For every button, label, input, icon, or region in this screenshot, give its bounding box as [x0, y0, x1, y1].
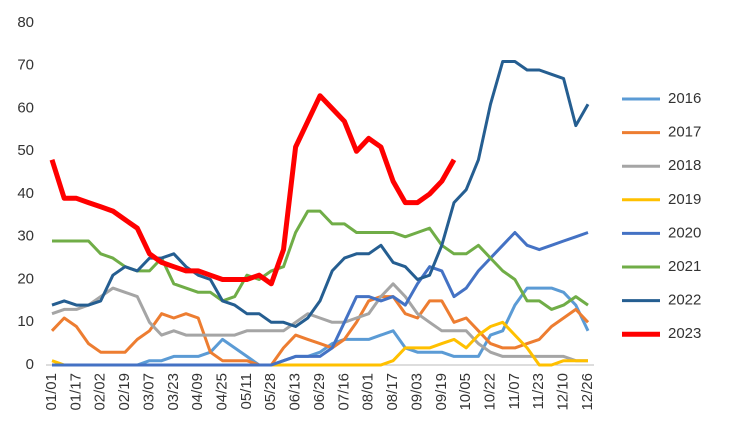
y-tick-label: 10 — [17, 313, 34, 330]
legend-label: 2019 — [668, 191, 701, 208]
x-tick-label: 03/07 — [140, 373, 157, 411]
x-tick-label: 12/10 — [555, 373, 572, 411]
x-tick-label: 01/17 — [67, 373, 84, 411]
x-tick-label: 08/17 — [384, 373, 401, 411]
x-tick-label: 06/29 — [311, 373, 328, 411]
series-line — [51, 282, 588, 363]
x-tick-label: 11/23 — [530, 373, 547, 409]
x-tick-label: 04/25 — [214, 373, 231, 411]
y-tick-label: 20 — [17, 270, 34, 287]
legend-label: 2023 — [668, 325, 701, 342]
y-tick-label: 80 — [17, 14, 34, 31]
x-tick-label: 10/05 — [457, 373, 474, 411]
x-tick-label: 11/07 — [506, 373, 523, 409]
y-tick-label: 40 — [17, 185, 34, 202]
x-tick-label: 07/16 — [335, 373, 352, 411]
x-tick-label: 04/09 — [189, 373, 206, 411]
legend-label: 2021 — [668, 258, 701, 275]
series-line — [51, 60, 590, 328]
x-tick-label: 12/26 — [579, 373, 596, 411]
x-tick-label: 05/11 — [238, 373, 255, 409]
y-tick-label: 50 — [17, 142, 34, 159]
legend-label: 2017 — [668, 124, 701, 141]
x-tick-label: 08/01 — [360, 373, 377, 411]
series-line — [52, 231, 589, 367]
x-tick-label: 02/02 — [92, 373, 109, 411]
legend-label: 2022 — [668, 292, 701, 309]
x-tick-label: 10/22 — [482, 373, 499, 411]
legend-label: 2020 — [668, 224, 701, 241]
legend-label: 2016 — [668, 90, 701, 107]
x-tick-label: 05/28 — [262, 373, 279, 411]
y-tick-label: 0 — [26, 356, 34, 373]
x-tick-label: 09/19 — [433, 373, 450, 411]
series-line — [50, 295, 590, 367]
x-tick-label: 06/13 — [287, 373, 304, 411]
x-tick-label: 09/03 — [408, 373, 425, 411]
x-tick-label: 03/23 — [165, 373, 182, 411]
series-line — [52, 209, 589, 311]
y-tick-label: 30 — [17, 228, 34, 245]
legend-label: 2018 — [668, 157, 701, 174]
series-line — [49, 93, 457, 287]
y-tick-label: 60 — [17, 99, 34, 116]
y-tick-label: 70 — [17, 57, 34, 74]
x-tick-label: 01/01 — [43, 373, 60, 411]
x-tick-label: 02/19 — [116, 373, 133, 411]
